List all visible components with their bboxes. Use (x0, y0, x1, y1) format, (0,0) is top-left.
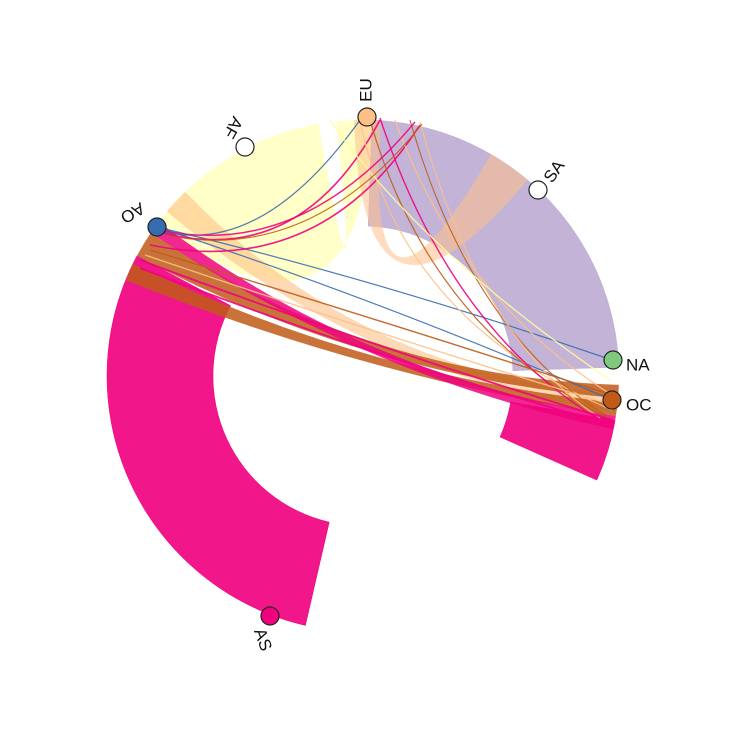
as-band (106, 255, 330, 626)
link-strand-5 (359, 119, 613, 411)
node-as-marker[interactable] (260, 606, 280, 626)
node-ao-marker[interactable] (147, 217, 167, 237)
oc-band-2 (125, 263, 618, 417)
as-cross-band (150, 221, 616, 430)
node-as-label: AS (250, 626, 276, 654)
link-strand-2 (156, 119, 361, 236)
link-strand-17 (164, 123, 423, 241)
node-na-marker[interactable] (603, 350, 623, 370)
link-strand-0 (156, 226, 613, 401)
link-strand-4 (149, 124, 421, 253)
node-sa-marker[interactable] (528, 180, 548, 200)
sa-band-top (367, 119, 484, 244)
node-sa-label: SA (540, 156, 569, 186)
link-strand-16 (159, 121, 416, 237)
node-na-label: NA (626, 355, 650, 374)
node-eu-marker[interactable] (357, 107, 377, 127)
node-ao-label: AO (117, 199, 148, 228)
link-strand-7 (379, 117, 601, 421)
node-af-marker[interactable] (235, 137, 255, 157)
link-strand-6 (369, 119, 613, 421)
link-strand-1 (156, 226, 613, 361)
link-strand-15 (149, 249, 613, 396)
link-strand-14 (144, 254, 613, 406)
node-oc-marker[interactable] (602, 390, 622, 410)
link-strand-3 (159, 119, 381, 241)
link-strand-10 (419, 121, 601, 419)
link-strand-13 (139, 267, 613, 426)
link-strand-11 (329, 119, 611, 381)
link-strand-12 (139, 259, 613, 421)
node-eu-label: EU (356, 78, 375, 102)
links-layer (139, 117, 613, 426)
node-af-label: AF (219, 113, 246, 141)
link-strand-9 (409, 119, 606, 416)
node-oc-label: OC (626, 395, 652, 414)
link-strand-8 (394, 119, 613, 396)
